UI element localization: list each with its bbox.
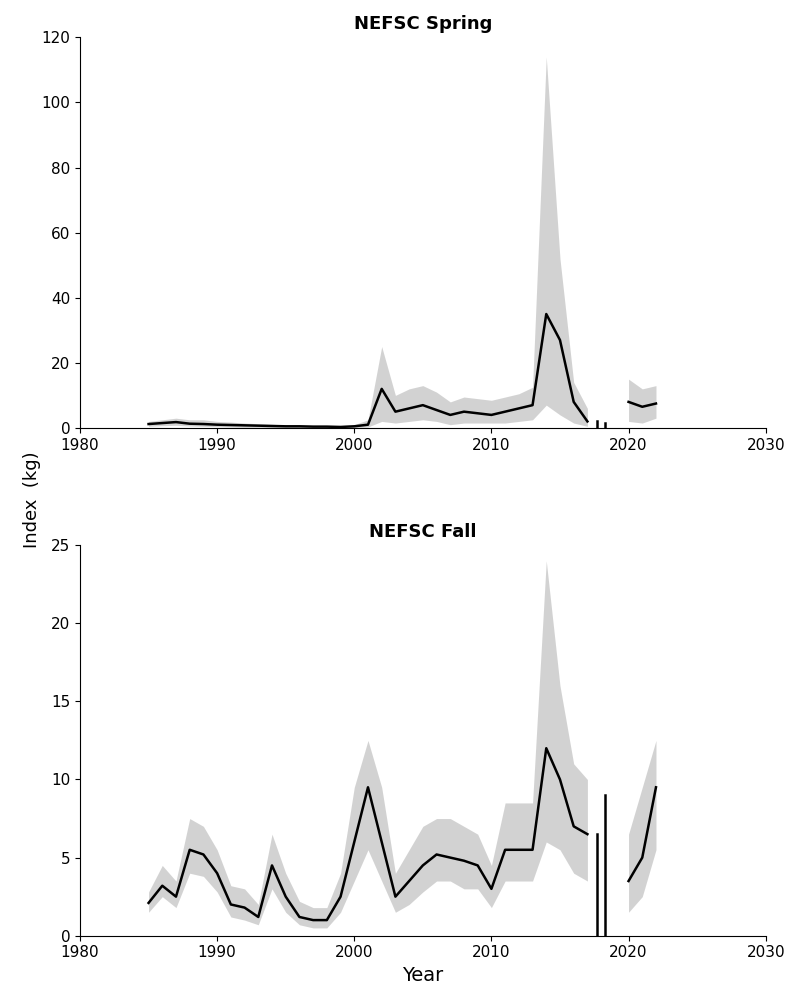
Title: NEFSC Spring: NEFSC Spring (354, 15, 492, 33)
X-axis label: Year: Year (402, 966, 443, 985)
Text: Index  (kg): Index (kg) (23, 452, 41, 548)
Title: NEFSC Fall: NEFSC Fall (369, 523, 477, 541)
